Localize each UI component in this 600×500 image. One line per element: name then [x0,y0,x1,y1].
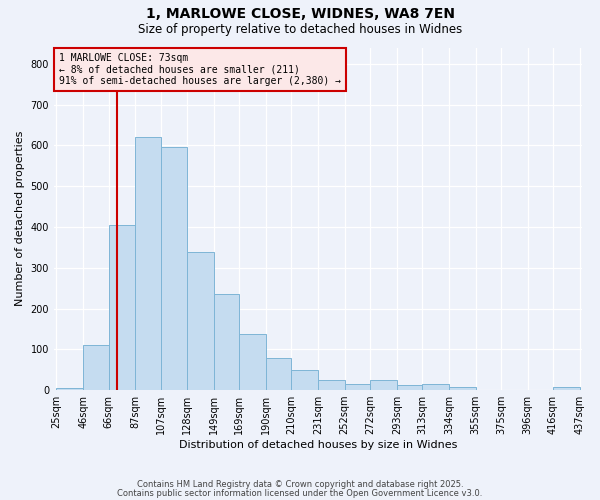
Bar [239,334,266,390]
Bar [187,252,214,390]
Bar [292,370,318,390]
Text: Size of property relative to detached houses in Widnes: Size of property relative to detached ho… [138,22,462,36]
Bar [109,225,135,390]
Bar [83,345,109,390]
Text: 1, MARLOWE CLOSE, WIDNES, WA8 7EN: 1, MARLOWE CLOSE, WIDNES, WA8 7EN [146,8,455,22]
Bar [266,358,292,390]
Bar [135,137,161,390]
Bar [449,387,476,390]
Bar [370,380,397,390]
Bar [161,148,187,390]
Text: Contains public sector information licensed under the Open Government Licence v3: Contains public sector information licen… [118,488,482,498]
Y-axis label: Number of detached properties: Number of detached properties [15,131,25,306]
Bar [214,294,239,390]
Bar [553,387,580,390]
Text: 1 MARLOWE CLOSE: 73sqm
← 8% of detached houses are smaller (211)
91% of semi-det: 1 MARLOWE CLOSE: 73sqm ← 8% of detached … [59,52,341,86]
X-axis label: Distribution of detached houses by size in Widnes: Distribution of detached houses by size … [179,440,457,450]
Bar [318,380,345,390]
Bar [422,384,449,390]
Bar [397,385,422,390]
Text: Contains HM Land Registry data © Crown copyright and database right 2025.: Contains HM Land Registry data © Crown c… [137,480,463,489]
Bar [345,384,370,390]
Bar [56,388,83,390]
